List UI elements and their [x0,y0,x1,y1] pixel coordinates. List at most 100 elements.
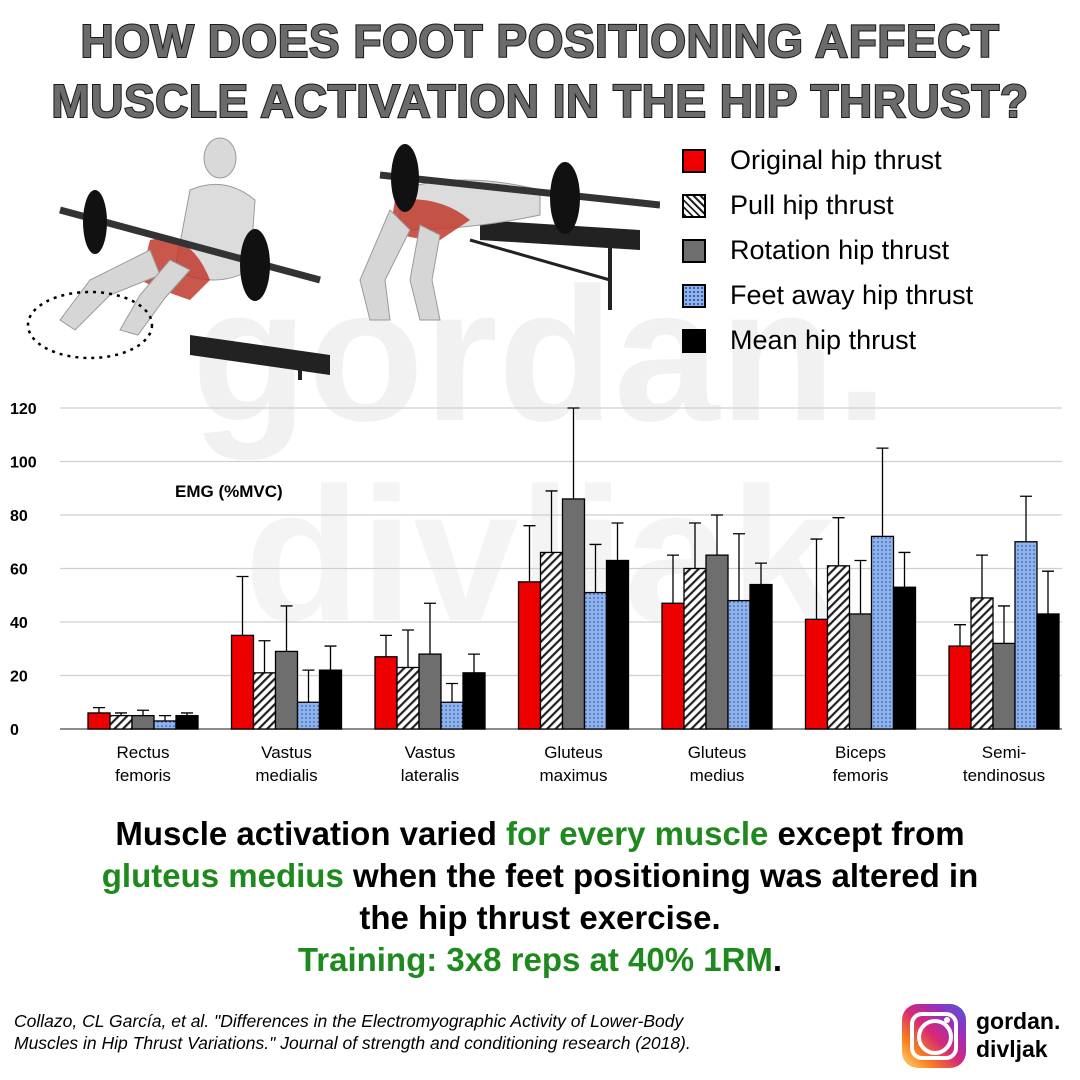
error-bar-0-4 [181,712,193,716]
category-label-4-1: medius [690,766,745,785]
error-bar-1-0 [236,575,249,636]
conclusion-line-1: Muscle activation varied for every muscl… [0,814,1080,854]
error-bar-6-0 [954,624,966,647]
handle-line-1[interactable]: gordan. [976,1008,1061,1034]
conclusion-training: Training: 3x8 reps at 40% 1RM. [0,940,1080,980]
error-bar-5-1 [832,517,845,566]
error-bar-4-0 [667,554,679,604]
y-tick-label-40: 40 [10,615,28,632]
category-label-2-1: lateralis [401,766,460,785]
category-label-1-1: medialis [255,766,317,785]
conclusion-line-2: gluteus medius when the feet positioning… [0,856,1080,896]
bench-right [469,220,640,310]
bar-4-2 [705,554,729,730]
citation-line-1: Collazo, CL García, et al. "Differences … [14,1011,684,1031]
legend-label-rotation: Rotation hip thrust [730,235,950,265]
citation-line-2: Muscles in Hip Thrust Variations." Journ… [14,1033,691,1053]
bar-4-4 [749,583,773,730]
bar-1-1 [252,672,277,730]
category-label-6-0: Semi- [982,743,1026,762]
y-tick-label-80: 80 [10,508,28,525]
error-bar-2-3 [446,682,458,703]
legend-label-original: Original hip thrust [730,145,942,175]
bar-6-2 [992,642,1016,730]
bar-6-3 [1014,541,1038,730]
x-axis: Rectus femoris Vastus medialis Vastus lateral… [115,743,1045,785]
category-label-0-1: femoris [115,766,171,785]
bar-2-0 [374,656,398,730]
y-axis-label: EMG (%MVC) [175,482,283,501]
bar-4-1 [683,567,707,730]
bar-6-1 [970,597,994,730]
category-label-6-1: tendinosus [963,766,1045,785]
title-line-1: HOW DOES FOOT POSITIONING AFFECT [80,15,1000,67]
bar-4-3 [727,599,751,730]
bar-5-1 [826,565,851,730]
error-bar-4-4 [755,562,767,585]
bar-1-4 [318,669,343,730]
error-bar-4-3 [733,533,745,601]
error-bar-0-1 [115,712,127,716]
bar-3-3 [583,591,608,730]
category-label-3-0: Gluteus [544,743,603,762]
error-bar-2-4 [468,653,480,673]
error-bar-2-0 [380,634,392,657]
error-bar-6-2 [998,605,1010,644]
barbell-left [59,190,321,301]
instagram-icon-lens [917,1019,953,1055]
error-bar-0-2 [137,709,149,716]
error-bar-4-1 [689,522,701,569]
chart-error-bars [93,407,1054,721]
bar-2-2 [418,653,442,730]
error-bar-3-1 [545,490,558,553]
y-axis: 0 20 40 60 80 100 120 [10,401,37,739]
bar-1-0 [230,634,255,730]
error-bar-1-2 [280,605,293,652]
instagram-icon[interactable] [902,1004,966,1068]
barbell-right [379,144,660,234]
category-label-3-1: maximus [539,766,607,785]
chart-bars [87,498,1060,730]
conclusion-text-2b: when the feet positioning was altered in [343,857,979,894]
conclusion-text-1a: Muscle activation varied [115,815,507,852]
y-tick-label-60: 60 [10,562,28,579]
bar-6-4 [1036,613,1060,730]
error-bar-5-3 [876,447,889,537]
category-label-1-0: Vastus [261,743,312,762]
error-bar-5-0 [810,538,823,620]
citation: Collazo, CL García, et al. "Differences … [14,1010,874,1054]
bar-0-1 [109,714,133,730]
error-bar-6-3 [1020,495,1032,542]
bar-5-2 [848,613,873,730]
category-label-5-1: femoris [833,766,889,785]
instagram-icon-dot [944,1017,950,1023]
error-bar-6-4 [1042,570,1054,614]
category-label-4-0: Gluteus [688,743,747,762]
bar-2-1 [396,666,420,730]
bar-3-2 [561,498,586,730]
legend-swatch-original [682,149,706,173]
training-text: Training: 3x8 reps at 40% 1RM [297,941,773,978]
error-bar-5-2 [854,559,867,614]
error-bar-6-1 [976,554,988,598]
bar-0-4 [175,714,199,730]
emg-bar-chart: 0 20 40 60 80 100 120 Rectus femoris Vastus media… [10,401,1062,785]
conclusion-text-1c: except from [768,815,965,852]
bar-3-4 [605,559,630,730]
training-period: . [772,941,783,978]
y-tick-label-100: 100 [10,455,37,472]
bar-2-4 [462,672,486,730]
error-bar-1-3 [302,669,315,703]
handle-line-2[interactable]: divljak [976,1036,1048,1062]
error-bar-2-1 [402,629,414,668]
bar-5-4 [892,586,917,730]
y-tick-label-0: 0 [10,722,19,739]
error-bar-1-4 [324,645,337,671]
error-bar-0-0 [93,706,105,713]
legend-swatch-feet-away [682,284,706,308]
bar-0-2 [131,714,155,730]
error-bar-3-2 [567,407,580,499]
bar-0-0 [87,712,111,730]
category-label-5-0: Biceps [835,743,886,762]
bar-1-2 [274,650,299,730]
